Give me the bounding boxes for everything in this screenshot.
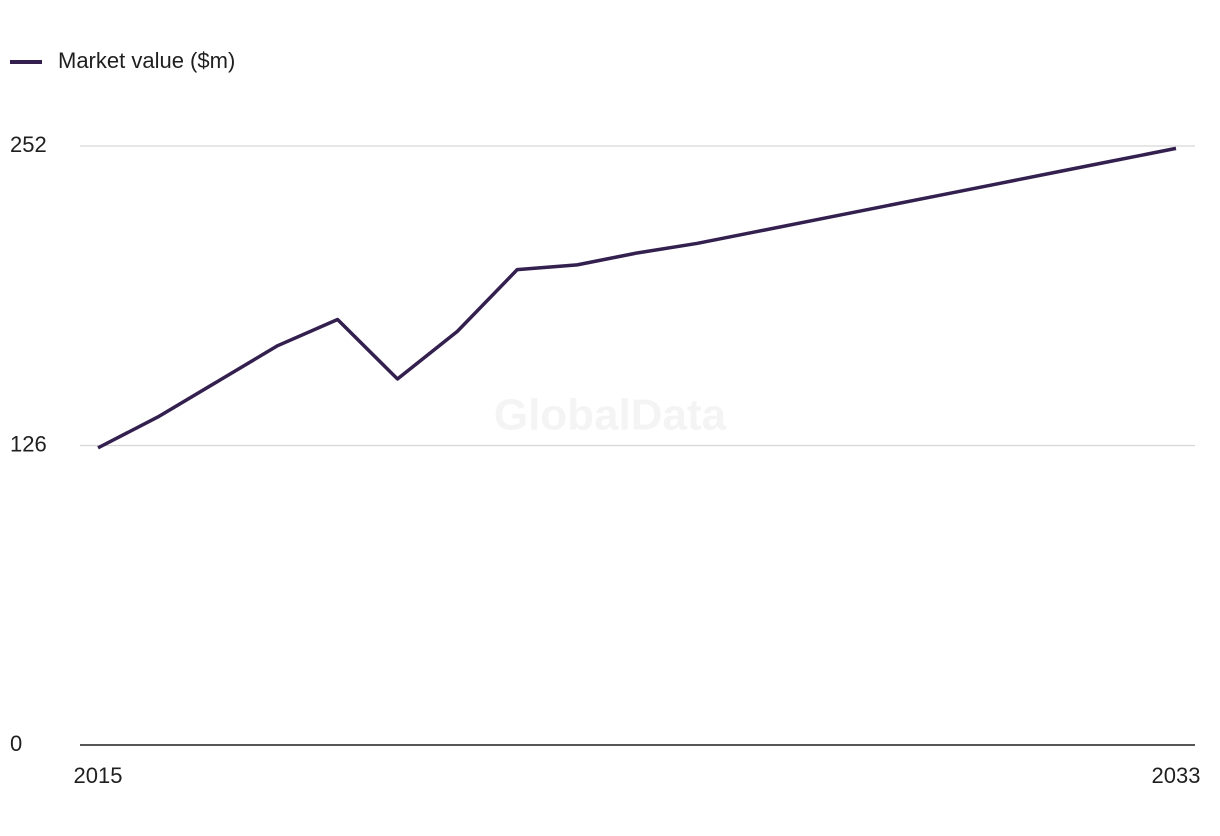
y-tick-label: 0 [10, 731, 22, 756]
legend-label: Market value ($m) [58, 48, 235, 73]
y-tick-label: 126 [10, 431, 47, 456]
x-tick-label: 2033 [1152, 763, 1201, 788]
watermark: GlobalData [494, 391, 727, 440]
x-tick-label: 2015 [74, 763, 123, 788]
y-tick-label: 252 [10, 132, 47, 157]
data-line [97, 146, 1177, 450]
